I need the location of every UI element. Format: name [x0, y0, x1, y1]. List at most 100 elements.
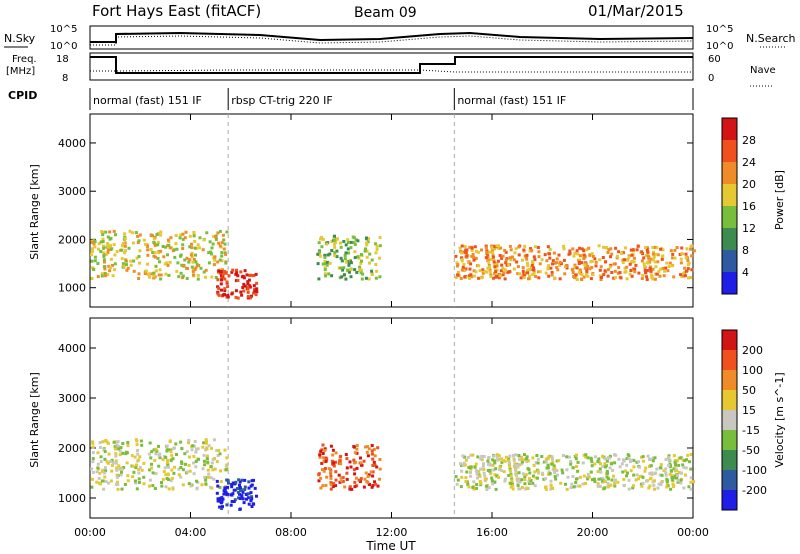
data-cell — [488, 250, 492, 254]
data-cell — [524, 473, 528, 477]
data-cell — [138, 233, 142, 237]
data-cell — [121, 442, 125, 445]
data-cell — [508, 464, 512, 468]
cpid-segments: normal (fast) 151 IF rbsp CT-trig 220 IF n… — [93, 88, 566, 110]
data-cell — [577, 270, 581, 274]
data-cell — [469, 471, 472, 474]
data-cell — [365, 249, 369, 253]
data-cell — [663, 269, 667, 273]
data-cell — [655, 467, 659, 471]
data-cell — [225, 456, 229, 460]
data-cell — [472, 274, 476, 278]
data-cell — [517, 477, 521, 481]
data-cell — [644, 466, 648, 470]
data-cell — [504, 250, 508, 254]
data-cell — [179, 271, 183, 275]
data-cell — [542, 477, 546, 481]
data-cell — [360, 259, 363, 263]
data-cell — [196, 447, 200, 451]
data-cell — [101, 469, 104, 473]
data-cell — [152, 271, 156, 275]
data-cell — [549, 487, 553, 491]
velocity-colorbar-label: Velocity [m s^-1] — [773, 372, 786, 467]
data-cell — [574, 273, 578, 277]
data-cell — [578, 254, 582, 258]
data-cell — [495, 274, 498, 278]
data-cell — [523, 453, 526, 457]
data-cell — [137, 255, 141, 258]
data-cell — [608, 265, 612, 269]
data-cell — [647, 256, 651, 260]
data-cell — [469, 453, 473, 457]
data-cell — [230, 292, 234, 296]
data-cell — [469, 273, 473, 277]
data-cell — [113, 253, 117, 257]
data-cell — [344, 243, 348, 247]
data-cell — [108, 269, 112, 273]
data-cell — [112, 440, 116, 444]
data-cell — [521, 273, 525, 277]
data-cell — [625, 277, 629, 281]
data-cell — [136, 234, 140, 238]
y-tick-label: 3000 — [58, 185, 86, 198]
data-cell — [588, 253, 592, 257]
data-cell — [102, 244, 105, 248]
data-cell — [544, 485, 547, 489]
data-cell — [363, 477, 367, 481]
data-cell — [553, 466, 557, 470]
data-cell — [339, 241, 342, 245]
data-cell — [459, 249, 463, 253]
data-cell — [373, 480, 376, 484]
data-cell — [509, 482, 513, 485]
data-cell — [490, 249, 494, 253]
colorbar-swatch — [722, 390, 737, 410]
data-cell — [643, 469, 647, 473]
nsearch-label: N.Search — [746, 32, 796, 45]
data-cell — [139, 439, 143, 443]
data-cell — [664, 471, 668, 475]
data-cell — [121, 241, 125, 245]
data-cell — [549, 479, 553, 483]
data-cell — [578, 475, 582, 479]
data-cell — [587, 475, 591, 479]
data-cell — [513, 251, 517, 255]
data-cell — [164, 456, 168, 459]
data-cell — [546, 245, 550, 249]
data-cell — [329, 470, 333, 474]
data-cell — [486, 462, 490, 466]
data-cell — [596, 484, 600, 488]
data-cell — [187, 441, 190, 445]
data-cell — [652, 483, 656, 487]
data-cell — [255, 281, 259, 285]
nsearch-tick-low: 10^0 — [706, 41, 733, 52]
data-cell — [508, 244, 512, 248]
data-cell — [502, 470, 506, 474]
data-cell — [520, 478, 524, 482]
data-cell — [179, 254, 182, 258]
data-cell — [152, 237, 156, 241]
data-cell — [497, 475, 500, 479]
data-cell — [471, 485, 475, 489]
data-cell — [189, 483, 193, 487]
data-cell — [631, 248, 635, 252]
data-cell — [609, 255, 612, 259]
data-cell — [619, 276, 623, 280]
data-cell — [216, 497, 220, 501]
colorbar-swatch — [722, 410, 737, 430]
data-cell — [649, 269, 653, 273]
data-cell — [151, 484, 155, 488]
data-cell — [224, 491, 228, 495]
data-cell — [512, 454, 515, 458]
data-cell — [181, 483, 185, 487]
data-cell — [681, 463, 685, 467]
data-cell — [658, 274, 662, 278]
data-cell — [185, 277, 189, 280]
data-cell — [569, 462, 573, 466]
data-cell — [464, 248, 468, 252]
data-cell — [607, 477, 610, 481]
data-cell — [664, 458, 668, 461]
data-cell — [499, 269, 503, 273]
data-cell — [492, 276, 495, 280]
data-cell — [243, 478, 247, 482]
data-cell — [334, 470, 338, 474]
